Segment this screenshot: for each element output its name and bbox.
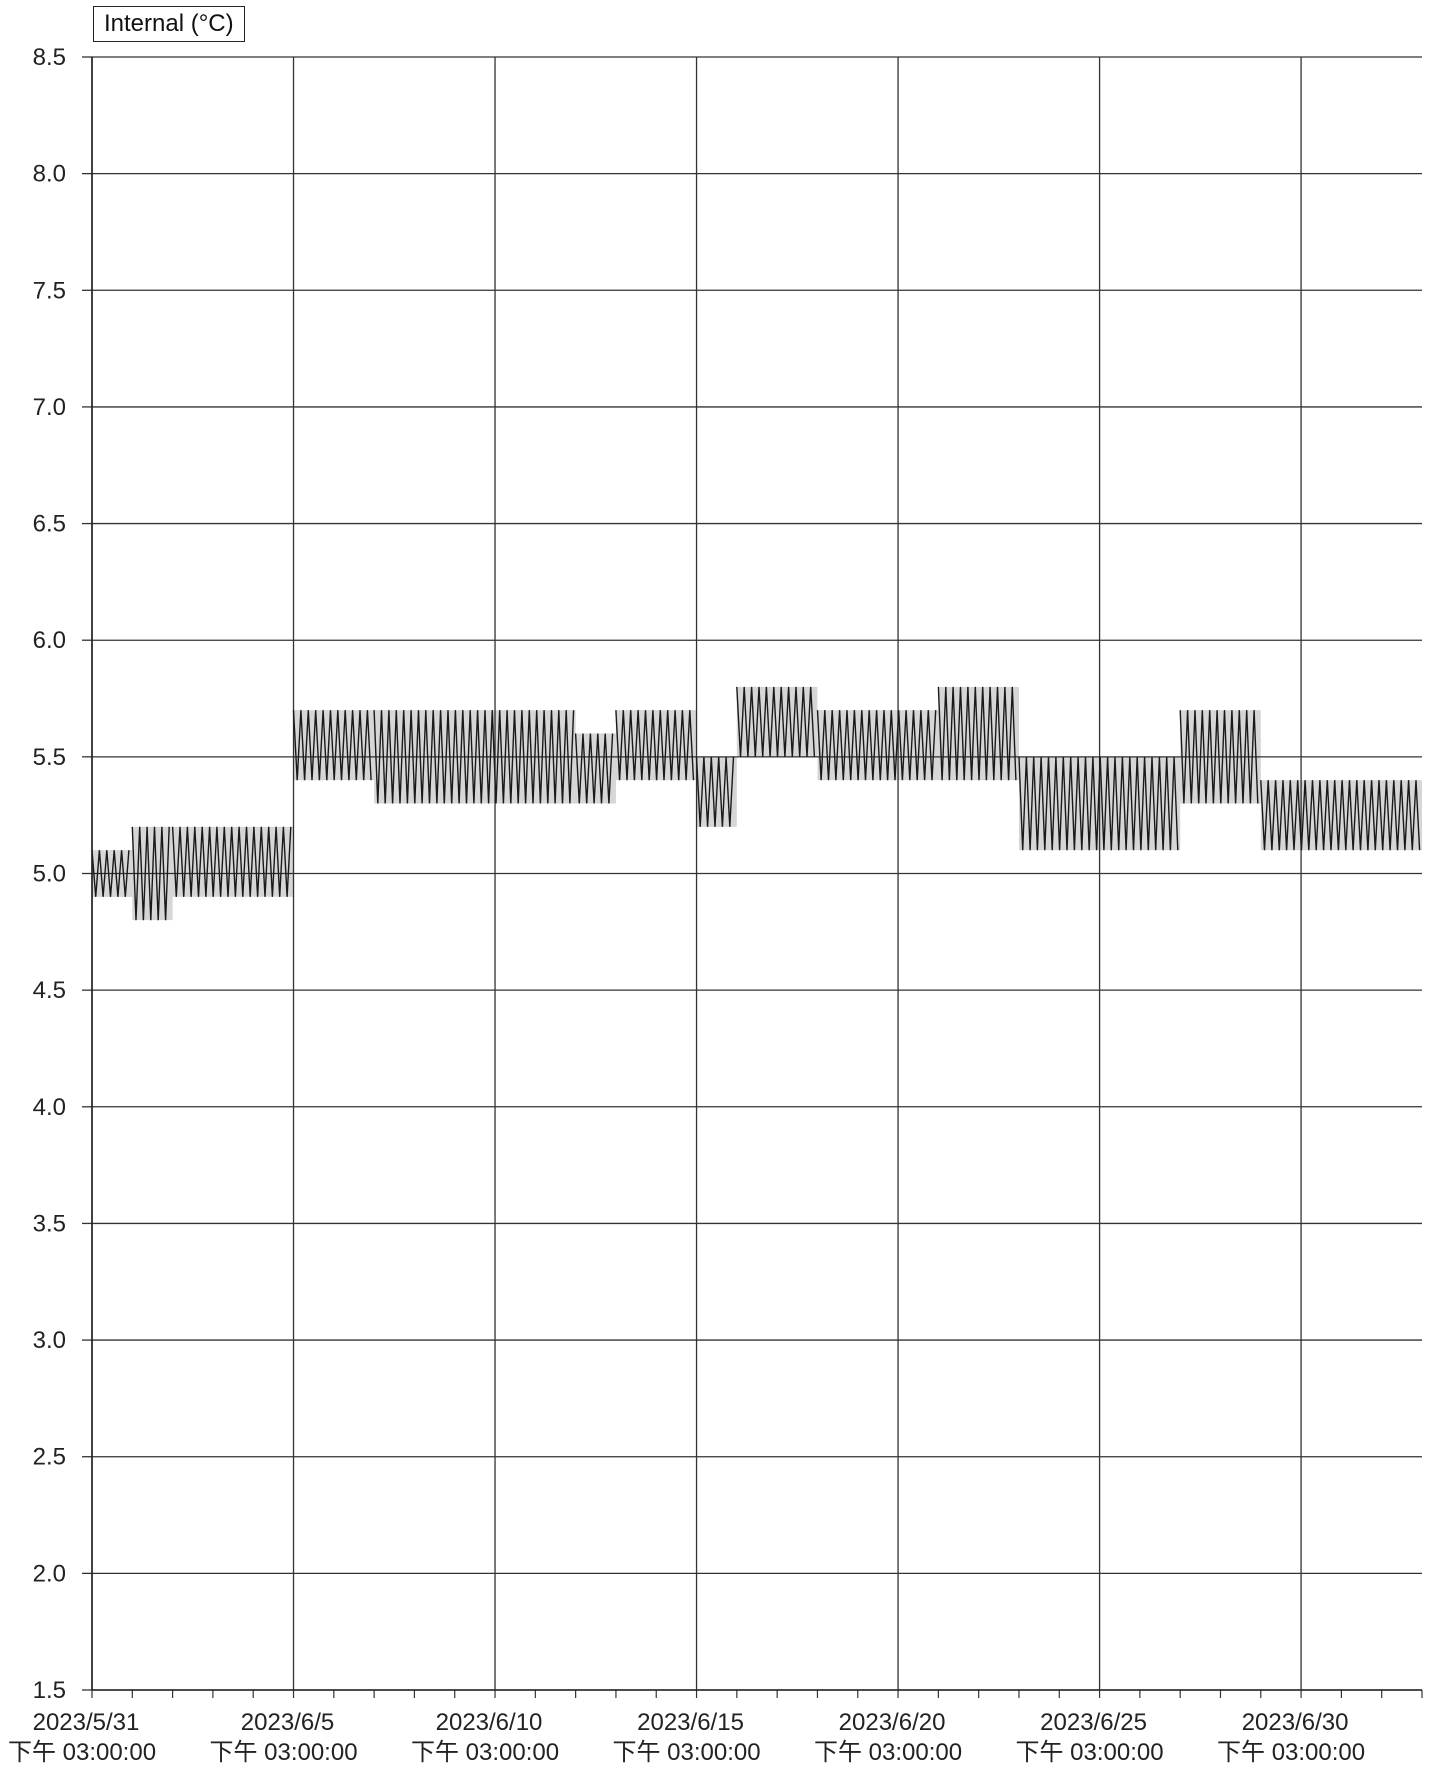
series-segment	[574, 733, 614, 804]
grid-layer	[91, 56, 1422, 1691]
series-band	[293, 710, 375, 781]
series-band	[615, 710, 697, 781]
series-band	[1019, 756, 1181, 851]
series-segment	[1018, 756, 1179, 851]
series-segment	[937, 686, 1017, 781]
x-tick-date: 2023/6/5	[241, 1709, 334, 1736]
x-tick-date: 2023/6/10	[436, 1709, 543, 1736]
x-tick-date: 2023/6/30	[1242, 1709, 1349, 1736]
series-trace	[91, 686, 1422, 921]
series-band	[575, 733, 616, 804]
y-tick-label: 5.5	[33, 744, 66, 771]
y-tick-label: 6.5	[33, 511, 66, 538]
y-tick-label: 8.0	[33, 161, 66, 188]
x-tick-date: 2023/6/20	[839, 1709, 946, 1736]
x-tick-time: 下午 03:00:00	[1217, 1739, 1365, 1766]
legend: Internal (°C)	[93, 6, 245, 42]
series-segment	[816, 710, 937, 781]
series-segment	[131, 826, 170, 921]
series-segment	[695, 756, 735, 827]
series-segment	[292, 710, 372, 781]
y-tick-label: 3.0	[33, 1327, 66, 1354]
y-tick-label: 2.0	[33, 1560, 66, 1587]
y-tick-label: 7.0	[33, 394, 66, 421]
x-tick-date: 2023/6/25	[1040, 1709, 1147, 1736]
series-band	[132, 826, 173, 921]
y-tick-label: 4.5	[33, 977, 66, 1004]
series-band	[938, 686, 1019, 781]
series-segment	[1179, 710, 1259, 804]
y-tick-label: 2.5	[33, 1444, 66, 1471]
series-band	[374, 710, 576, 804]
x-tick-time: 下午 03:00:00	[612, 1739, 760, 1766]
series-segment	[91, 850, 130, 897]
series-band	[172, 826, 294, 897]
series-segment	[736, 686, 816, 757]
y-tick-label: 1.5	[33, 1677, 66, 1704]
x-tick-time: 下午 03:00:00	[209, 1739, 357, 1766]
y-tick-label: 8.5	[33, 44, 66, 71]
x-tick-date: 2023/6/15	[637, 1709, 744, 1736]
y-tick-label: 3.5	[33, 1210, 66, 1237]
series-segment	[373, 710, 575, 804]
series-segment	[615, 710, 695, 781]
series-layer	[91, 686, 1422, 921]
series-band	[1180, 710, 1261, 804]
x-tick-date: 2023/5/31	[33, 1709, 140, 1736]
series-segment	[171, 826, 292, 897]
axis-layer: 8.5 8.0 7.5 7.0 6.5 6.0 5.5 5.0 4.5 4.0 3.5 3.0 2.5 2…	[8, 44, 1423, 1766]
x-tick-time: 下午 03:00:00	[411, 1739, 559, 1766]
y-tick-label: 6.0	[33, 627, 66, 654]
y-tick-label: 4.0	[33, 1094, 66, 1121]
series-band	[736, 686, 818, 757]
x-tick-time: 下午 03:00:00	[814, 1739, 962, 1766]
y-tick-label: 5.0	[33, 861, 66, 888]
series-band	[1260, 780, 1422, 851]
series-segment	[1260, 780, 1421, 851]
series-band	[92, 850, 133, 897]
x-tick-time: 下午 03:00:00	[8, 1739, 156, 1766]
series-band	[817, 710, 939, 781]
y-tick-label: 7.5	[33, 277, 66, 304]
legend-label: Internal (°C)	[104, 10, 234, 37]
x-tick-time: 下午 03:00:00	[1016, 1739, 1164, 1766]
series-band	[696, 756, 737, 827]
